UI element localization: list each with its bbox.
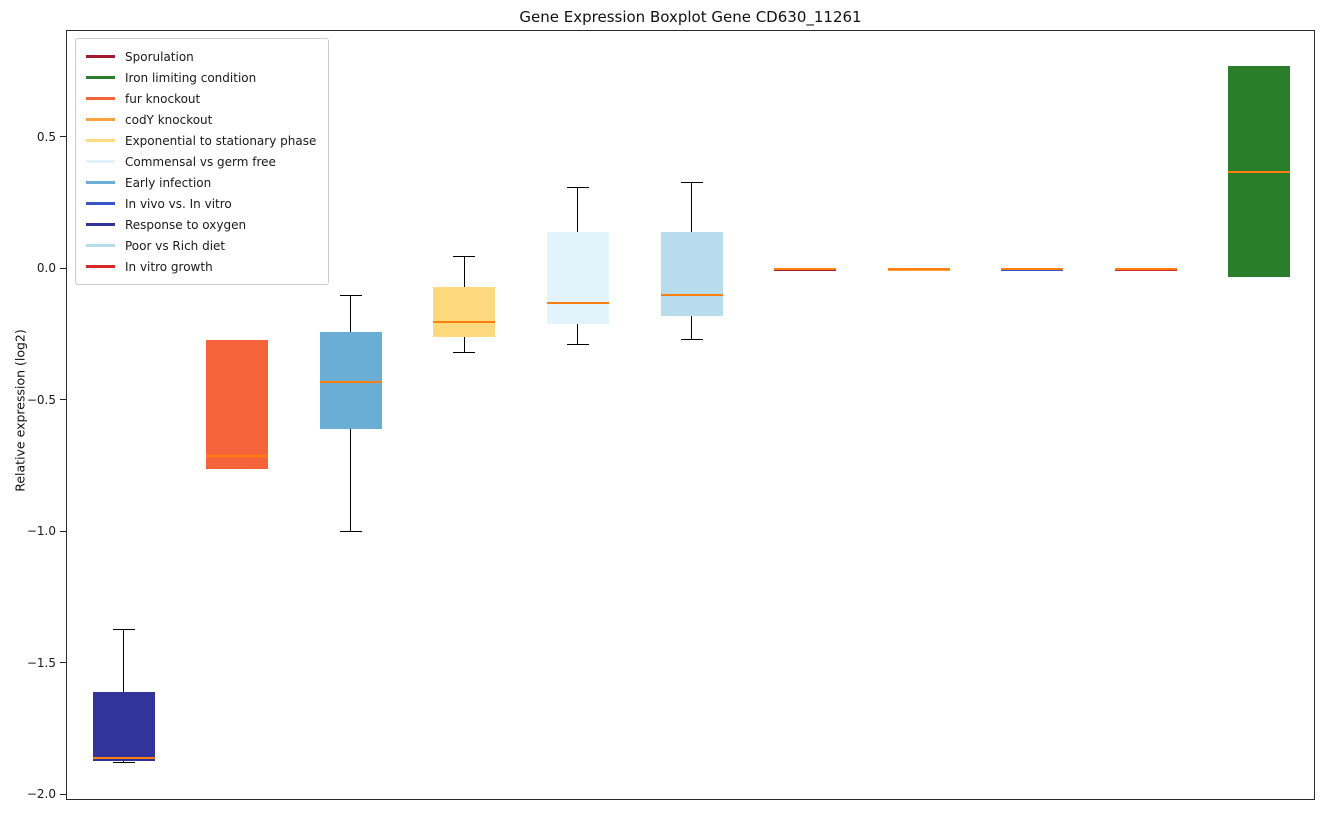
legend-label: Exponential to stationary phase <box>125 133 317 148</box>
legend-swatch <box>86 265 115 268</box>
whisker-lower <box>691 316 692 340</box>
whisker-upper <box>577 187 579 233</box>
y-tick-mark <box>60 662 66 663</box>
legend-label: codY knockout <box>125 112 213 127</box>
whisker-upper <box>691 182 692 233</box>
legend-row: In vitro growth <box>86 256 316 277</box>
legend-swatch <box>86 202 115 205</box>
median-line <box>1114 268 1177 270</box>
box-poor-vs-rich-diet <box>660 232 723 317</box>
legend-label: Poor vs Rich diet <box>125 238 226 253</box>
legend: Sporulation Iron limiting condition fur kn… <box>75 38 330 285</box>
whisker-lower <box>577 324 579 346</box>
legend-label: In vivo vs. In vitro <box>125 196 232 211</box>
y-tick-label: −0.5 <box>26 392 56 407</box>
legend-row: Iron limiting condition <box>86 67 316 88</box>
legend-row: Poor vs Rich diet <box>86 235 316 256</box>
legend-label: Response to oxygen <box>125 217 247 232</box>
legend-row: Response to oxygen <box>86 214 316 235</box>
median-line <box>774 268 837 270</box>
legend-row: fur knockout <box>86 88 316 109</box>
whisker-cap-lower <box>112 762 135 764</box>
y-tick-mark <box>60 793 66 795</box>
median-line <box>1001 268 1064 270</box>
legend-row: codY knockout <box>86 109 316 130</box>
y-tick-mark <box>60 136 66 137</box>
whisker-upper <box>350 295 352 333</box>
whisker-lower <box>350 429 352 532</box>
whisker-cap-lower <box>680 339 703 340</box>
legend-row: Commensal vs germ free <box>86 151 316 172</box>
y-tick-label: 0.0 <box>36 261 56 275</box>
y-tick-label: −1.0 <box>26 524 56 538</box>
whisker-upper <box>463 255 465 288</box>
whisker-cap-lower <box>339 531 362 532</box>
box-response-to-oxygen <box>92 692 155 761</box>
whisker-cap-upper <box>453 255 476 257</box>
legend-swatch <box>86 223 115 226</box>
legend-row: Early infection <box>86 172 316 193</box>
whisker-cap-upper <box>566 187 589 189</box>
legend-swatch <box>86 97 115 100</box>
median-line <box>206 454 269 457</box>
legend-swatch <box>86 118 115 121</box>
median-line <box>1228 170 1291 173</box>
y-tick-mark <box>60 267 66 269</box>
median-line <box>660 294 723 297</box>
y-tick-label: 0.5 <box>36 129 56 144</box>
y-tick-label: −1.5 <box>26 655 56 670</box>
legend-row: Exponential to stationary phase <box>86 130 316 151</box>
median-line <box>546 302 609 305</box>
box-commensal-vs-germ-free <box>546 232 609 325</box>
legend-swatch <box>86 160 115 163</box>
legend-label: Sporulation <box>125 49 194 64</box>
whisker-lower <box>463 337 465 354</box>
legend-swatch <box>86 139 115 142</box>
whisker-cap-upper <box>339 295 362 297</box>
box-early-infection <box>319 332 382 430</box>
legend-label: fur knockout <box>125 91 201 106</box>
chart-title: Gene Expression Boxplot Gene CD630_11261 <box>519 8 862 26</box>
legend-label: Iron limiting condition <box>125 70 257 85</box>
box-exponential-to-stationary-phase <box>433 287 496 338</box>
y-tick-label: −2.0 <box>26 787 56 801</box>
median-line <box>92 757 155 760</box>
whisker-upper <box>123 629 125 693</box>
legend-label: Early infection <box>125 175 212 190</box>
y-tick-mark <box>60 530 66 532</box>
median-line <box>887 268 950 270</box>
legend-label: Commensal vs germ free <box>125 154 276 169</box>
whisker-cap-lower <box>566 344 589 346</box>
legend-row: In vivo vs. In vitro <box>86 193 316 214</box>
whisker-cap-upper <box>680 182 703 184</box>
legend-swatch <box>86 55 115 58</box>
box-fur-knockout <box>206 340 269 469</box>
median-line <box>319 381 382 384</box>
whisker-cap-upper <box>112 629 135 631</box>
legend-swatch <box>86 76 115 79</box>
legend-label: In vitro growth <box>125 259 213 274</box>
median-line <box>433 320 496 323</box>
y-tick-mark <box>60 399 66 400</box>
whisker-cap-lower <box>453 352 476 354</box>
legend-swatch <box>86 244 115 247</box>
whisker-lower <box>123 760 125 764</box>
legend-row: Sporulation <box>86 46 316 67</box>
legend-swatch <box>86 181 115 184</box>
